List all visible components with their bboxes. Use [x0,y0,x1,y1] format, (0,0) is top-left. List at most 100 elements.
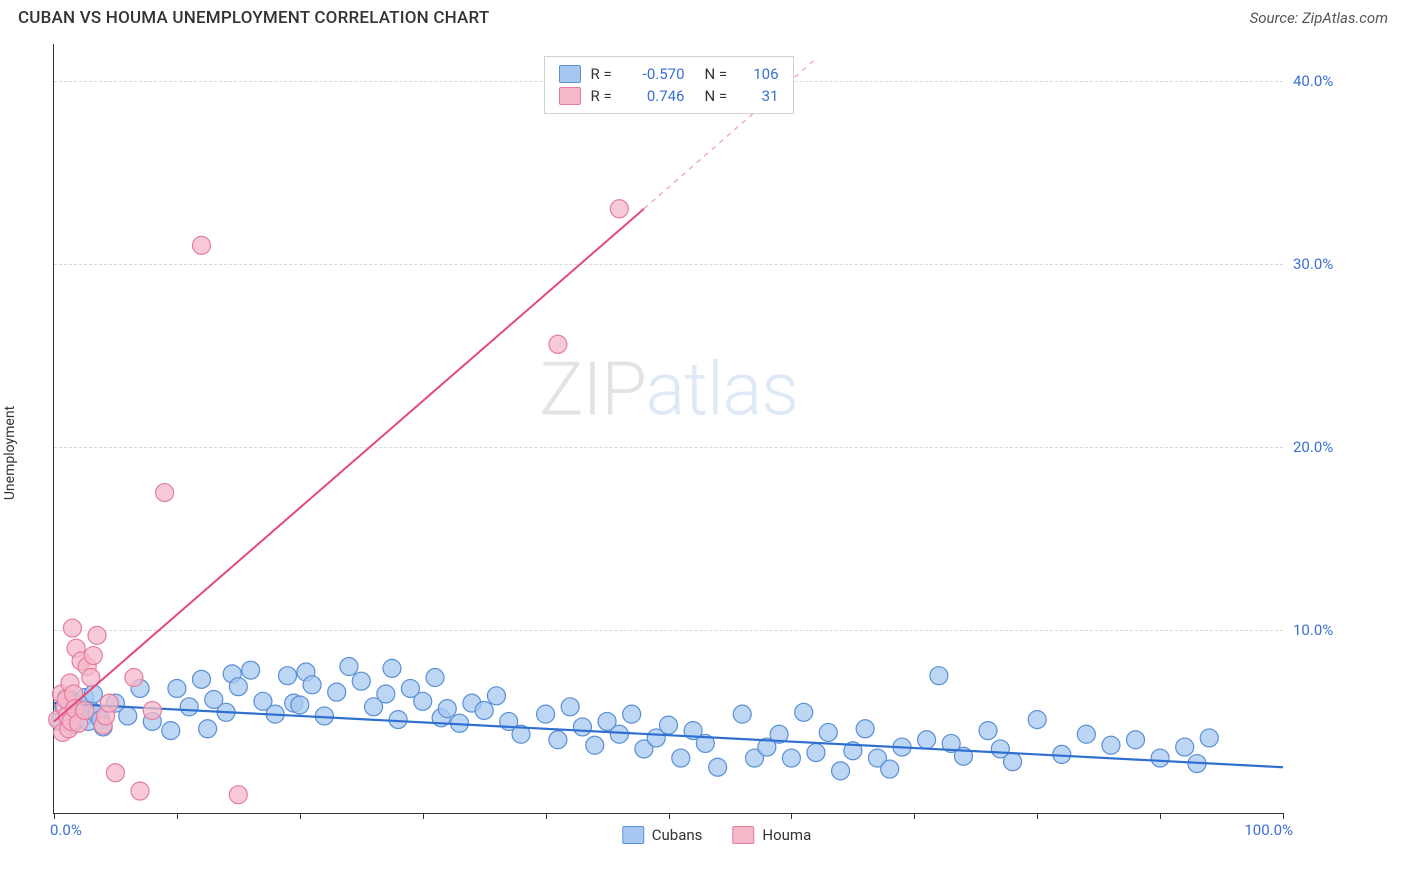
source-attribution: Source: ZipAtlas.com [1250,9,1388,27]
scatter-point [414,692,432,710]
r-value-cubans: -0.570 [629,65,685,83]
scatter-point [610,725,628,743]
scatter-svg [54,44,1283,813]
scatter-point [733,705,751,723]
scatter-point [1077,725,1095,743]
x-tick [1037,813,1038,819]
x-tick [1160,813,1161,819]
x-tick-label-min: 0.0% [50,821,82,839]
trend-line [54,703,1283,767]
x-tick [54,813,55,819]
scatter-point [229,678,247,696]
x-tick [669,813,670,819]
swatch-houma-bottom [732,826,754,844]
swatch-houma [559,87,581,105]
scatter-point [487,687,505,705]
scatter-point [930,667,948,685]
scatter-point [1028,711,1046,729]
scatter-point [918,731,936,749]
y-tick-label: 30.0% [1293,255,1381,273]
scatter-point [1102,736,1120,754]
legend-item-houma: Houma [732,826,811,844]
scatter-point [192,236,210,254]
scatter-point [88,626,106,644]
scatter-point [561,698,579,716]
scatter-point [475,701,493,719]
scatter-point [660,716,678,734]
scatter-point [1004,753,1022,771]
scatter-point [192,670,210,688]
scatter-point [549,731,567,749]
x-tick [423,813,424,819]
scatter-point [623,705,641,723]
scatter-point [438,700,456,718]
scatter-point [610,200,628,218]
scatter-point [795,703,813,721]
scatter-point [168,679,186,697]
plot-area: ZIPatlas 10.0%20.0%30.0%40.0% R = -0.570… [53,44,1283,814]
scatter-point [328,683,346,701]
y-tick-label: 10.0% [1293,621,1381,639]
scatter-point [100,694,118,712]
n-value-cubans: 106 [743,65,779,83]
scatter-point [242,661,260,679]
y-axis-label: Unemployment [2,406,18,500]
scatter-point [106,764,124,782]
scatter-point [291,696,309,714]
n-label: N = [705,87,733,105]
scatter-point [84,647,102,665]
scatter-point [537,705,555,723]
scatter-point [832,762,850,780]
y-tick-label: 20.0% [1293,438,1381,456]
scatter-point [143,701,161,719]
scatter-point [782,749,800,767]
scatter-point [229,786,247,804]
scatter-point [199,720,217,738]
scatter-point [819,723,837,741]
scatter-point [383,659,401,677]
scatter-point [63,619,81,637]
n-label: N = [705,65,733,83]
legend-item-cubans: Cubans [622,826,703,844]
n-value-houma: 31 [743,87,779,105]
series-legend: Cubans Houma [622,826,811,844]
scatter-point [709,758,727,776]
scatter-point [180,698,198,716]
scatter-point [1151,749,1169,767]
x-tick [1283,813,1284,819]
trend-line [54,209,644,722]
scatter-point [125,669,143,687]
correlation-legend: R = -0.570 N = 106 R = 0.746 N = 31 [544,56,794,114]
scatter-point [979,722,997,740]
scatter-point [881,760,899,778]
y-tick-label: 40.0% [1293,72,1381,90]
x-tick [546,813,547,819]
scatter-point [389,711,407,729]
x-tick [300,813,301,819]
scatter-point [549,335,567,353]
legend-row-houma: R = 0.746 N = 31 [559,85,779,107]
x-tick [914,813,915,819]
swatch-cubans [559,65,581,83]
scatter-point [573,718,591,736]
scatter-point [352,672,370,690]
scatter-point [1200,729,1218,747]
scatter-point [119,707,137,725]
scatter-point [131,782,149,800]
scatter-point [377,685,395,703]
chart-title: CUBAN VS HOUMA UNEMPLOYMENT CORRELATION … [18,8,489,28]
scatter-point [156,484,174,502]
scatter-point [279,667,297,685]
scatter-point [426,669,444,687]
x-tick [791,813,792,819]
scatter-point [672,749,690,767]
x-tick [177,813,178,819]
scatter-point [586,736,604,754]
scatter-point [1127,731,1145,749]
chart-container: Unemployment ZIPatlas 10.0%20.0%30.0%40.… [45,44,1388,862]
scatter-point [162,722,180,740]
legend-label-cubans: Cubans [652,826,703,844]
scatter-point [76,701,94,719]
scatter-point [340,658,358,676]
legend-row-cubans: R = -0.570 N = 106 [559,63,779,85]
